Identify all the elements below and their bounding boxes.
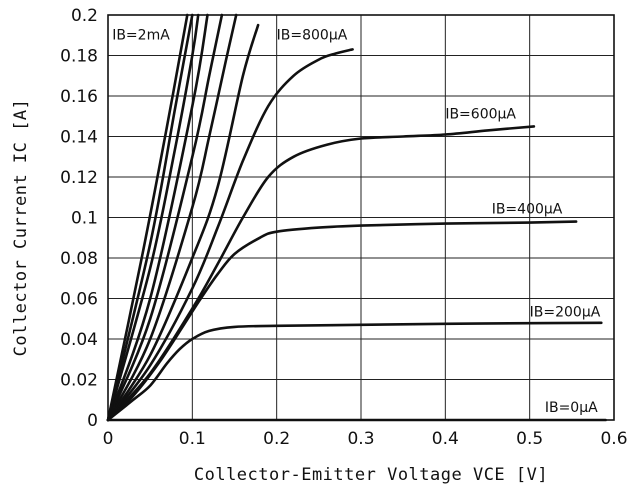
curve-annotations: IB=2mA IB=800µA IB=600µA IB=400µA IB=200µA IB…	[112, 27, 601, 416]
x-tick-label: 0.1	[179, 429, 206, 449]
x-tick-label: 0.6	[600, 429, 627, 449]
y-tick-label: 0	[87, 411, 98, 431]
y-tick-label: 0.18	[60, 47, 98, 67]
ib-curve	[106, 125, 536, 422]
ib-label: IB=800µA	[277, 27, 348, 43]
y-tick-label: 0.16	[60, 87, 98, 107]
ib-curve	[106, 48, 354, 422]
ib-curve	[106, 23, 260, 422]
x-tick-label: 0.2	[263, 429, 290, 449]
y-tick-label: 0.1	[71, 209, 98, 229]
tick-labels: 0 0.1 0.2 0.3 0.4 0.5 0.6 0 0.02 0.04 0.06 0.08 0.1 0…	[60, 6, 627, 449]
ib-label: IB=2mA	[112, 27, 170, 43]
ib-label: IB=0µA	[545, 400, 598, 416]
y-axis-title: Collector Current IC [A]	[11, 99, 31, 357]
y-tick-label: 0.12	[60, 168, 98, 188]
x-tick-label: 0.3	[347, 429, 374, 449]
x-tick-label: 0.5	[516, 429, 543, 449]
ib-label: IB=400µA	[492, 201, 563, 217]
x-tick-label: 0.4	[432, 429, 459, 449]
grid	[108, 15, 614, 420]
x-tick-label: 0	[103, 429, 114, 449]
ib-label: IB=200µA	[530, 305, 601, 321]
ib-curve	[106, 13, 224, 422]
ib-curve	[106, 13, 194, 422]
ib-label: IB=600µA	[445, 106, 516, 122]
ib-curve	[106, 13, 189, 422]
ib-curve	[106, 321, 603, 422]
ib-curve	[106, 13, 238, 422]
y-tick-label: 0.02	[60, 371, 98, 391]
y-tick-label: 0.06	[60, 290, 98, 310]
ib-curve	[106, 13, 200, 422]
y-tick-label: 0.14	[60, 128, 98, 148]
y-tick-label: 0.2	[71, 6, 98, 26]
y-tick-label: 0.08	[60, 249, 98, 269]
x-axis-title: Collector-Emitter Voltage VCE [V]	[194, 465, 548, 485]
ib-curve	[106, 13, 209, 422]
y-tick-label: 0.04	[60, 330, 98, 350]
plot-frame	[107, 14, 615, 421]
curves	[106, 13, 607, 422]
